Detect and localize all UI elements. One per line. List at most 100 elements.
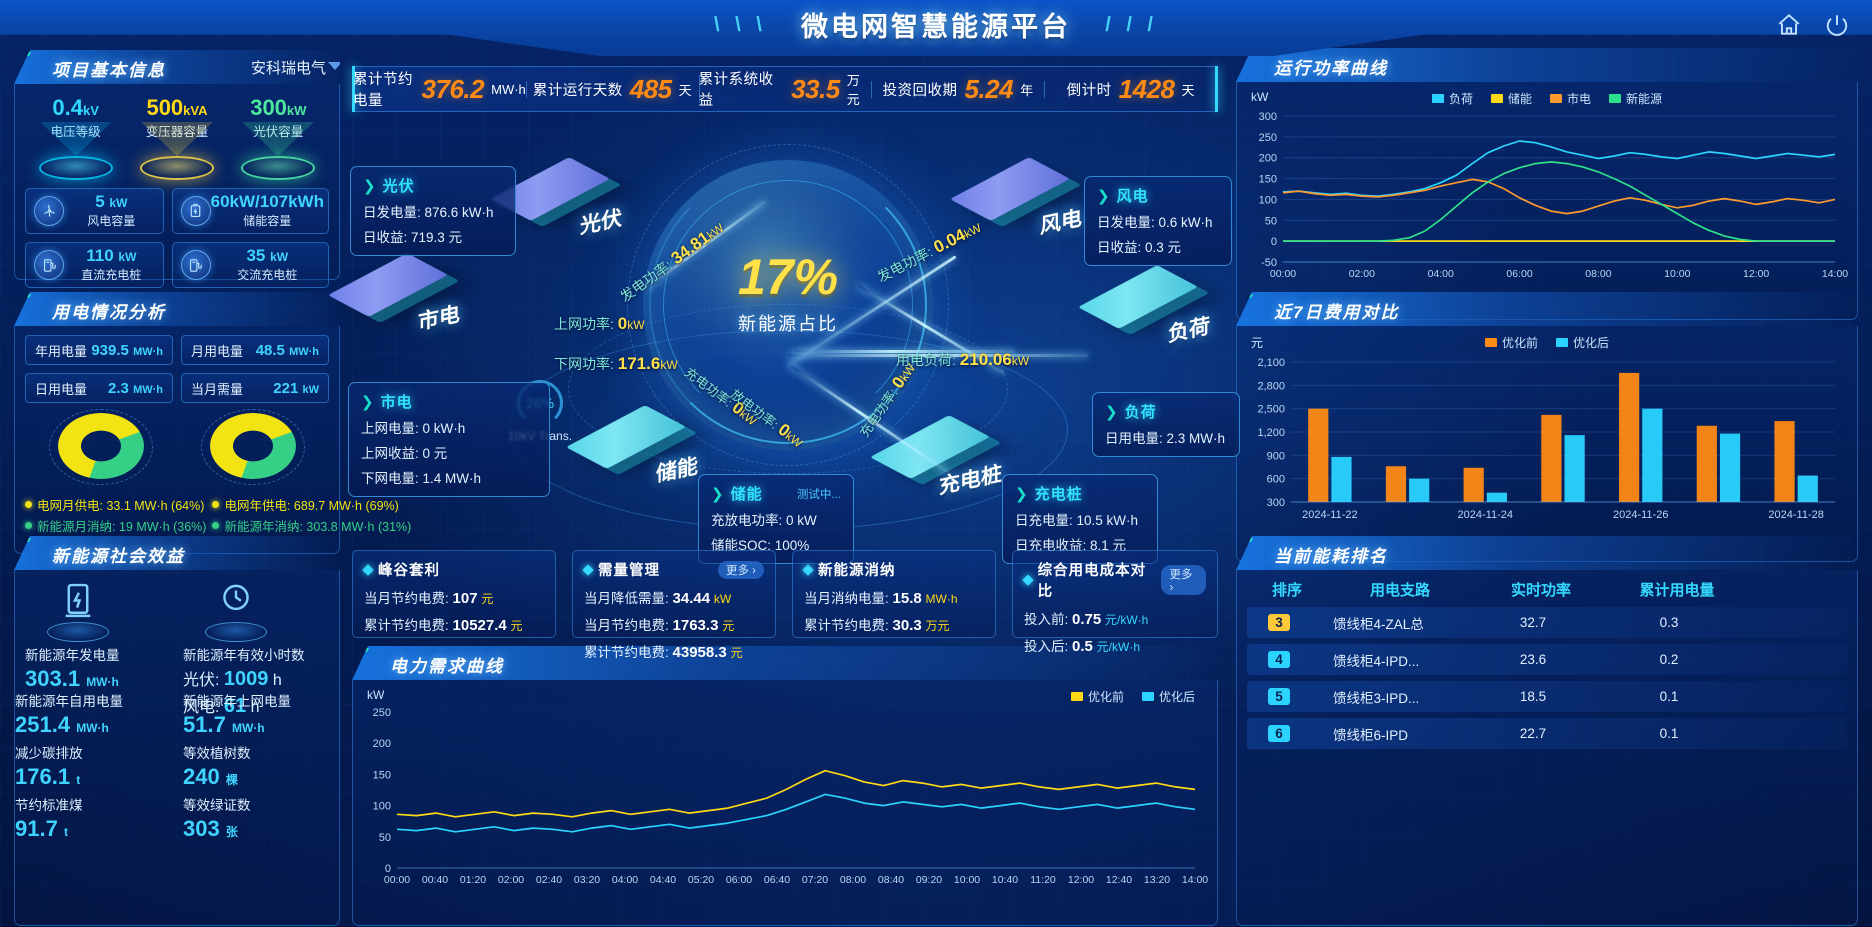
svg-text:100: 100 — [1259, 194, 1277, 206]
rank-branch-name: 馈线柜4-ZAL总 — [1333, 616, 1424, 632]
table-row[interactable]: 3 馈线柜4-ZAL总 32.7 0.3 — [1247, 607, 1847, 639]
usage-legend-item: 新能源月消纳: 19 MW·h (36%) — [25, 516, 206, 535]
svg-text:08:40: 08:40 — [878, 874, 904, 886]
usage-legend-item: 新能源年消纳: 303.8 MW·h (31%) — [212, 516, 411, 535]
infobox-pv: ❯ 光伏 日发电量: 876.6 kW·h 日收益: 719.3 元 — [350, 166, 516, 256]
panel-power-title-bar: 运行功率曲线 — [1236, 48, 1858, 82]
usage-cell: 日用电量 2.3 MW·h — [25, 373, 173, 403]
infobox-evc: ❯ 充电桩 日充电量: 10.5 kW·h 日充电收益: 8.1 元 — [1002, 474, 1158, 564]
capacity-beam-icon — [127, 122, 227, 182]
battery-icon — [180, 196, 211, 227]
demand-curve-chart[interactable]: 优化前 优化后 kW 0 50 100 150 200 250 00:00 00:40 01:20 02… — [361, 686, 1209, 919]
card-row: 累计节约电费: 30.3 万元 — [804, 617, 950, 634]
legend-label: 优化后 — [1573, 336, 1610, 350]
more-button[interactable]: 更多 › — [717, 560, 764, 579]
renewable-share-hub: 17% 新能源占比 — [627, 144, 949, 466]
donut-month — [46, 409, 156, 485]
svg-text:-50: -50 — [1261, 257, 1277, 269]
more-button[interactable]: 更多 › — [1161, 565, 1207, 595]
power-icon[interactable] — [1824, 12, 1850, 43]
mini-label: 直流充电桩 — [81, 268, 142, 283]
svg-text:300: 300 — [1259, 111, 1277, 123]
svg-text:00:00: 00:00 — [1270, 268, 1296, 280]
panel-benefit-title-bar: 新能源社会效益 — [14, 536, 340, 570]
svg-text:11:20: 11:20 — [1030, 874, 1056, 886]
arrow-icon: ❯ — [1097, 187, 1110, 205]
home-icon[interactable] — [1776, 12, 1802, 43]
node-ess[interactable]: 储能 — [560, 388, 698, 486]
mini-label: 交流充电桩 — [237, 268, 298, 283]
mini-value: 110 kW — [86, 246, 137, 266]
svg-text:2,500: 2,500 — [1257, 404, 1285, 416]
benefit-item-coal: 节约标准煤 91.7 t — [15, 798, 83, 841]
capacity-label: 变压器容量 — [145, 125, 209, 140]
benefit-value: 303.1 MW·h — [25, 666, 119, 691]
legend-label: 优化前 — [1087, 690, 1124, 704]
panel-demand-title: 电力需求曲线 — [390, 657, 504, 676]
card-title: 需量管理 — [598, 563, 660, 579]
benefit-item-certs: 等效绿证数 303 张 — [183, 798, 251, 841]
card-row: 投入前: 0.75 元/kW·h — [1024, 611, 1149, 628]
rank-branch-name: 馈线柜6-IPD — [1333, 727, 1409, 743]
infobox-wind: ❯ 风电 日发电量: 0.6 kW·h 日收益: 0.3 元 — [1084, 176, 1232, 266]
panel-power-title: 运行功率曲线 — [1274, 54, 1388, 79]
cost-compare-chart[interactable]: 优化前 优化后 元 300 600 900 1,200 2,500 2,800 2,100 2024… — [1245, 332, 1849, 555]
legend-text: 新能源年消纳: 303.8 MW·h (31%) — [224, 520, 412, 534]
kpi-unit: 天 — [678, 82, 692, 98]
kpi-item: 投资回收期 5.24 年 — [871, 74, 1044, 105]
panel-basic-info: 项目基本信息 安科瑞电气 0.4kV 电压等级 500kVA 变压器容量 300kW 光伏… — [14, 50, 340, 289]
legend-item[interactable]: 储能 — [1490, 90, 1532, 107]
project-selector[interactable]: 安科瑞电气 — [251, 57, 326, 78]
benefit-item-export: 新能源年上网电量 51.7 MW·h — [183, 694, 291, 737]
mini-label: 储能容量 — [243, 214, 292, 229]
usage-legend: 电网月供电: 33.1 MW·h (64%) 电网年供电: 689.7 MW·h … — [25, 495, 411, 535]
legend-item[interactable]: 优化后 — [1556, 334, 1609, 351]
card-row: 当月消纳电量: 15.8 MW·h — [804, 590, 958, 607]
legend-item[interactable]: 负荷 — [1431, 90, 1473, 107]
legend-swatch-icon — [1070, 692, 1083, 701]
energy-flow-diagram: 17% 新能源占比 市电 光伏 风电 负荷 储能 充电桩 发电功率: 34.81… — [327, 118, 1240, 564]
benefit-grid: 新能源年发电量 303.1 MW·h 新能源年有效小时数 光伏: 1009 h … — [25, 580, 329, 718]
benefit-item-selfuse: 新能源年自用电量 251.4 MW·h — [15, 694, 123, 737]
table-row[interactable]: 4 馈线柜4-IPD... 23.6 0.2 — [1247, 644, 1847, 676]
legend-item[interactable]: 新能源 — [1609, 90, 1662, 107]
svg-text:12:00: 12:00 — [1068, 874, 1094, 886]
chevron-down-icon[interactable] — [328, 62, 340, 70]
benefit-item-hours: 新能源年有效小时数 光伏: 1009 h 风电: 61 h — [183, 580, 329, 718]
legend-text: 新能源月消纳: 19 MW·h (36%) — [37, 520, 207, 534]
svg-text:2024-11-24: 2024-11-24 — [1458, 509, 1513, 521]
kpi-value: 485 — [629, 73, 672, 104]
legend-item[interactable]: 优化前 — [1070, 688, 1124, 705]
svg-text:50: 50 — [1265, 215, 1277, 227]
rank-column-header: 用电支路 — [1369, 582, 1430, 599]
legend-swatch-icon — [1490, 94, 1503, 103]
table-row[interactable]: 5 馈线柜3-IPD... 18.5 0.1 — [1247, 681, 1847, 713]
legend-label: 优化后 — [1158, 690, 1195, 704]
legend-item[interactable]: 优化后 — [1141, 688, 1195, 705]
table-row[interactable]: 6 馈线柜6-IPD 22.7 0.1 — [1247, 718, 1847, 750]
legend-item[interactable]: 市电 — [1550, 90, 1591, 107]
capacity-mini-cell: 35 kW 交流充电桩 — [171, 242, 329, 289]
legend-text: 电网年供电: 689.7 MW·h (69%) — [224, 499, 399, 513]
legend-item[interactable]: 优化前 — [1484, 334, 1538, 351]
panel-cost-compare: 近7日费用对比 优化前 优化后 元 300 600 900 1,200 2,500 2,800 2… — [1236, 292, 1858, 562]
legend-dot-icon — [25, 501, 32, 508]
usage-donuts — [25, 409, 329, 485]
usage-cell: 月用电量 48.5 MW·h — [181, 335, 329, 365]
svg-text:12:40: 12:40 — [1106, 874, 1132, 886]
panel-power-curve: 运行功率曲线 负荷 储能 市电 新能源 kW -50 0 50 100 150 200 250 300 0… — [1236, 48, 1858, 320]
rank-power: 23.6 — [1519, 652, 1547, 668]
node-wind[interactable]: 风电 — [944, 140, 1082, 238]
axis-unit-label: kW — [367, 688, 385, 702]
label-load-power: 用电负荷: 210.06kW — [896, 350, 1030, 369]
svg-text:50: 50 — [379, 832, 391, 844]
kpi-value: 1428 — [1118, 73, 1175, 104]
label-grid-import-power: 下网功率: 171.6kW — [554, 354, 678, 373]
svg-text:14:00: 14:00 — [1822, 268, 1848, 280]
power-curve-chart[interactable]: 负荷 储能 市电 新能源 kW -50 0 50 100 150 200 250 300 00:00 02:… — [1245, 88, 1849, 313]
svg-text:04:00: 04:00 — [1428, 268, 1454, 280]
svg-text:2024-11-22: 2024-11-22 — [1302, 509, 1357, 521]
kpi-label: 投资回收期 — [882, 82, 958, 99]
kpi-unit: MW·h — [491, 81, 526, 97]
panel-cost-title-bar: 近7日费用对比 — [1236, 292, 1858, 326]
